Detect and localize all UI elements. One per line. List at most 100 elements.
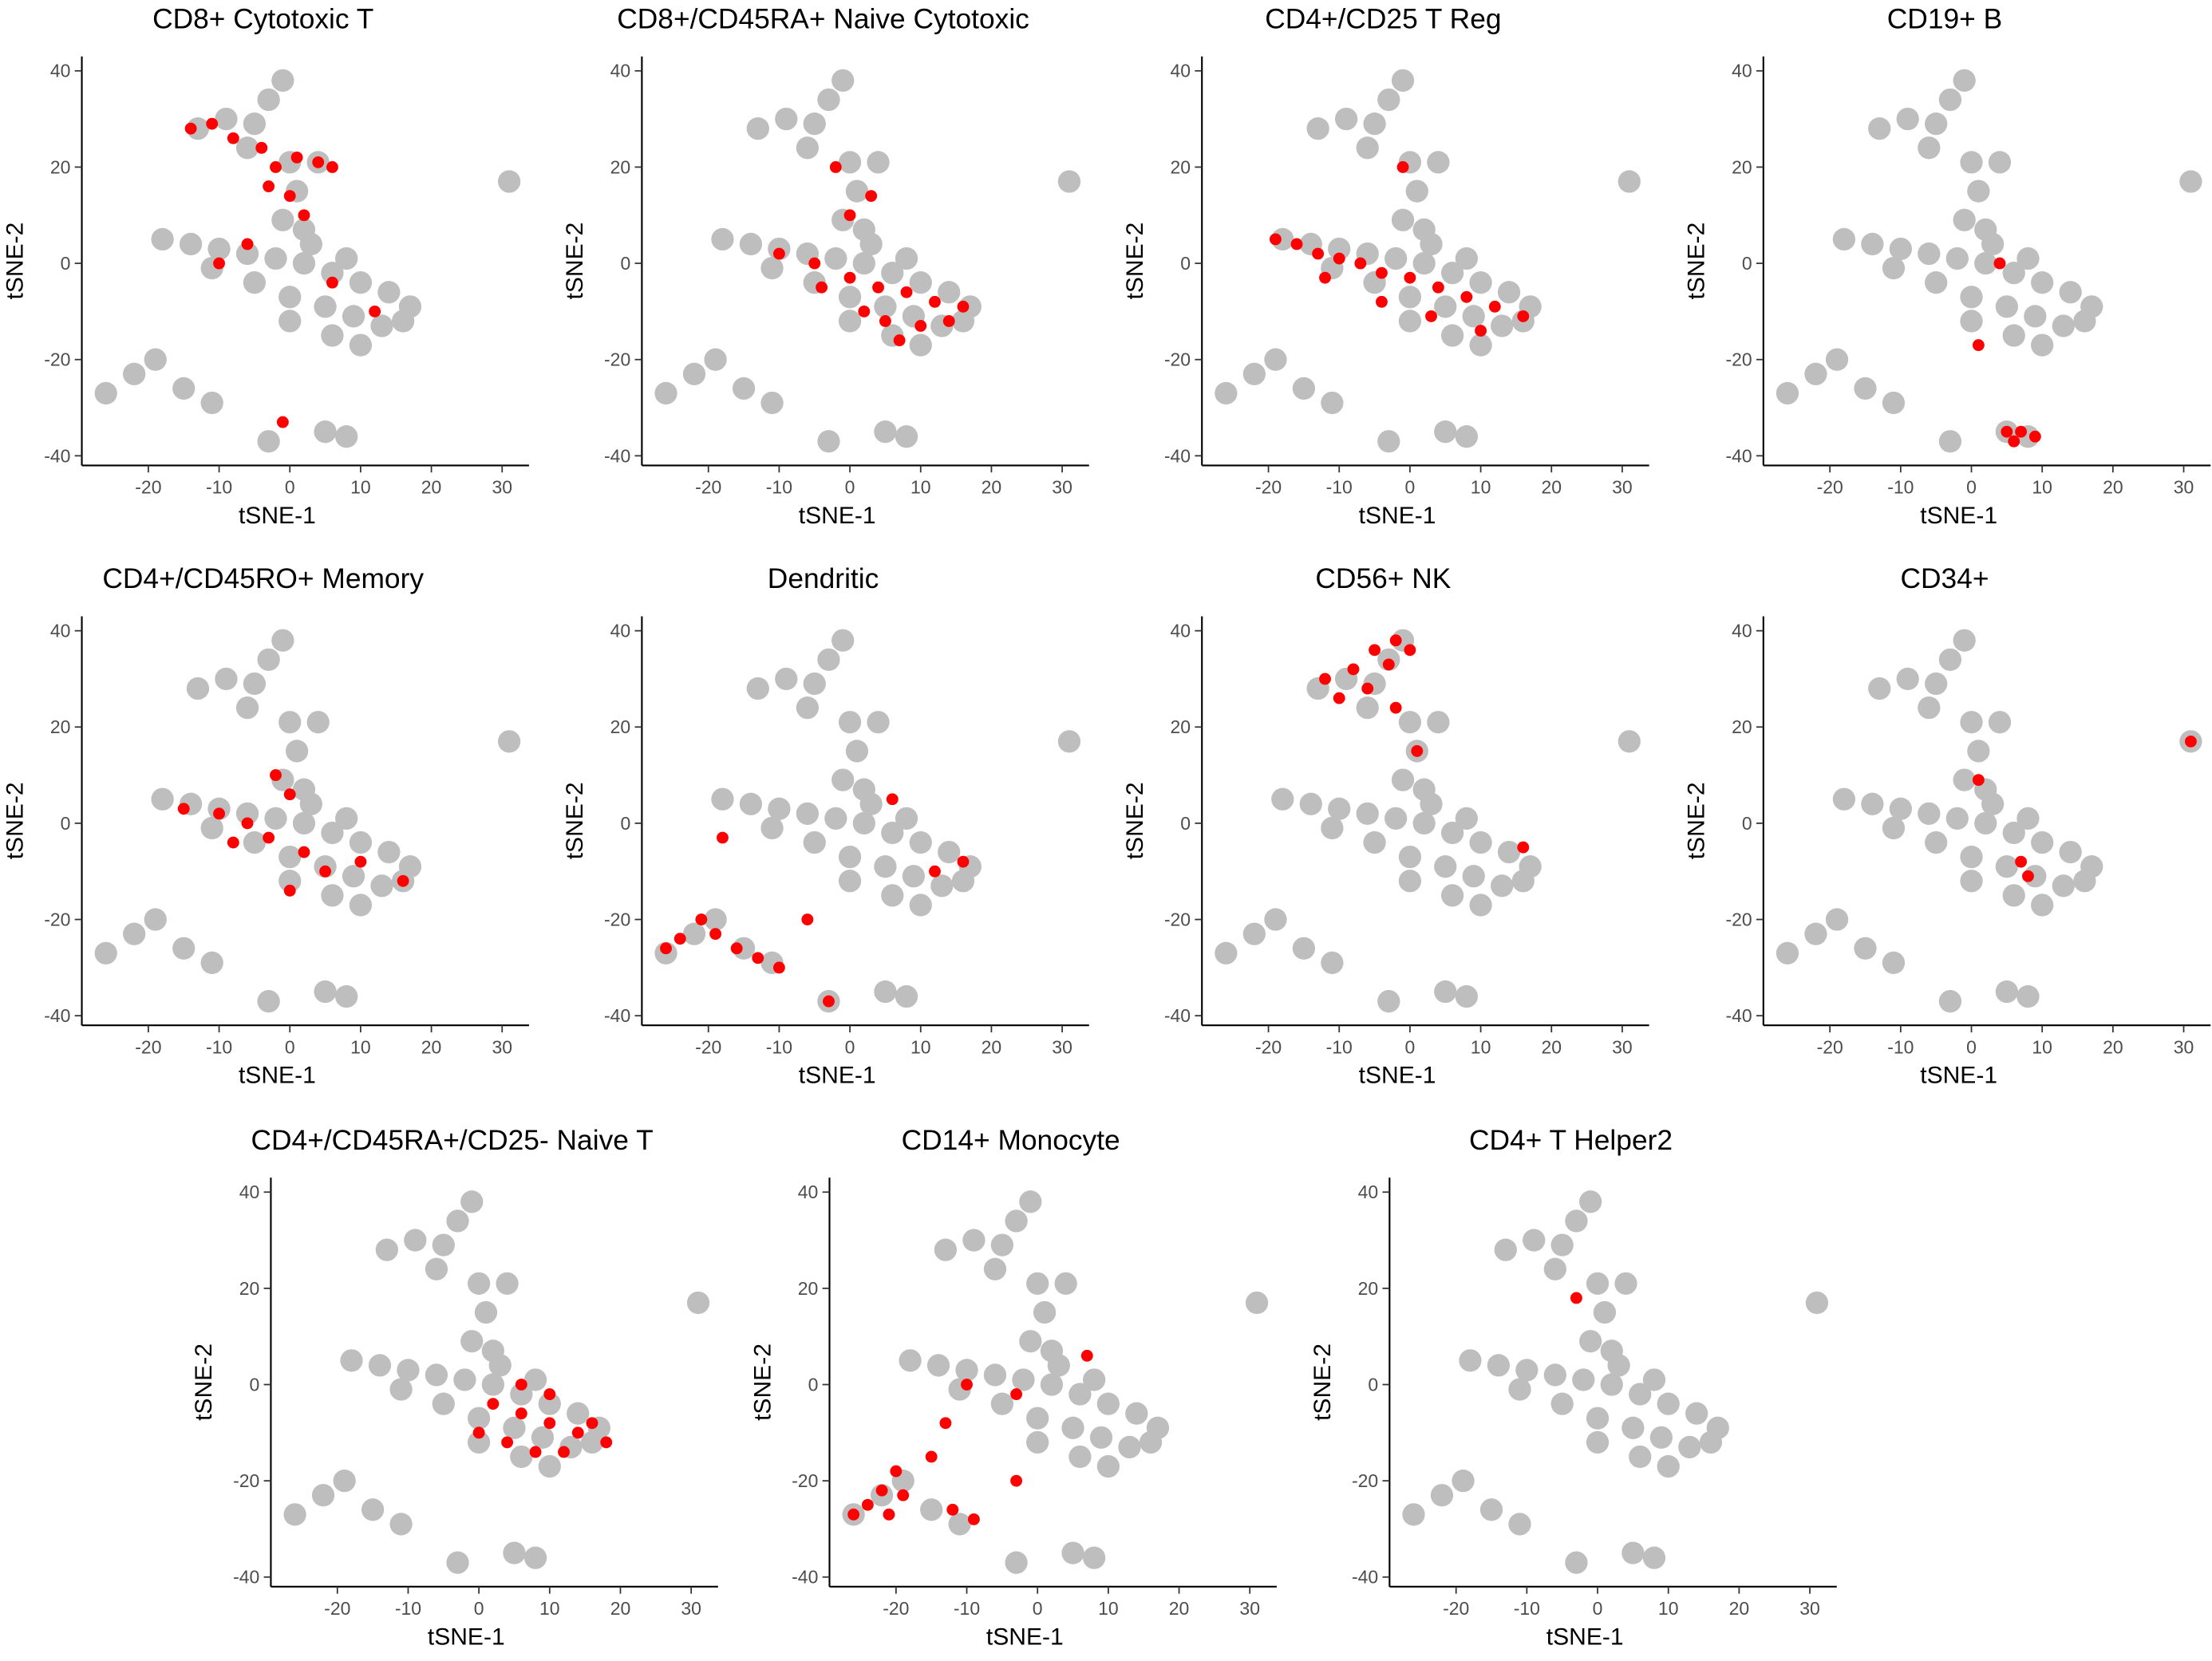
background-point — [760, 816, 784, 840]
background-point — [1434, 855, 1457, 878]
y-tick-label: -20 — [44, 909, 70, 929]
background-point — [342, 305, 365, 328]
highlight-point — [487, 1398, 500, 1410]
background-point — [1953, 768, 1976, 791]
y-axis-label: tSNE-2 — [1684, 782, 1710, 859]
background-point — [1776, 381, 1799, 405]
background-point — [538, 1392, 561, 1415]
x-tick-label: 30 — [1239, 1598, 1260, 1619]
x-tick-label: -10 — [766, 477, 792, 498]
x-tick-label: 20 — [1729, 1598, 1750, 1619]
highlight-point — [227, 132, 239, 144]
background-point — [1363, 830, 1386, 854]
background-point — [1960, 286, 1983, 309]
background-point — [760, 391, 784, 415]
x-tick-label: -10 — [1514, 1598, 1540, 1619]
background-point — [2052, 314, 2075, 337]
highlight-point — [752, 952, 764, 965]
background-point — [299, 792, 322, 815]
background-point — [397, 1359, 420, 1382]
highlight-point — [861, 1498, 874, 1511]
background-point — [1586, 1407, 1610, 1430]
background-point — [1420, 232, 1443, 256]
background-point — [1061, 1541, 1084, 1564]
background-point — [1882, 256, 1906, 280]
highlight-point — [730, 942, 743, 955]
highlight-point — [897, 1489, 910, 1501]
x-tick-label: 10 — [1471, 1037, 1491, 1058]
x-tick-label: 10 — [910, 1037, 931, 1058]
highlight-point — [843, 271, 856, 284]
background-point — [2002, 884, 2025, 907]
background-point — [503, 1541, 526, 1564]
y-tick-label: -40 — [44, 445, 70, 466]
background-point — [983, 1363, 1007, 1387]
y-axis-label: tSNE-2 — [191, 1343, 217, 1421]
highlight-point — [1432, 281, 1444, 294]
background-point — [831, 629, 855, 652]
background-point — [370, 314, 393, 337]
highlight-point — [558, 1446, 570, 1458]
background-point — [874, 295, 897, 318]
background-point — [1565, 1551, 1588, 1574]
background-point — [1642, 1546, 1666, 1569]
panel-title: CD34+ — [1900, 563, 1989, 594]
background-point — [531, 1426, 555, 1450]
x-tick-label: 30 — [1612, 477, 1633, 498]
panel: CD4+/CD45RO+ Memory -20 -10 0 10 20 30 -40 -20 0 2… — [2, 563, 529, 1089]
panel: CD34+ -20 -10 0 10 20 30 -40 -20 0 20 40 tSNE-1 tSNE-… — [1684, 563, 2211, 1089]
highlight-point — [801, 913, 814, 925]
panel-title: Dendritic — [768, 563, 879, 594]
background-point — [1995, 855, 2018, 878]
background-point — [314, 295, 337, 318]
background-point — [2073, 310, 2096, 333]
background-point — [2031, 894, 2054, 917]
background-point — [1497, 840, 1521, 864]
y-tick-label: 0 — [1368, 1374, 1378, 1395]
background-point — [899, 1349, 922, 1372]
y-tick-label: -20 — [1725, 909, 1752, 929]
x-axis-label: tSNE-1 — [239, 1063, 316, 1089]
background-point — [2052, 874, 2075, 898]
y-tick-label: -40 — [1725, 445, 1752, 466]
highlight-point — [326, 161, 338, 173]
background-point — [1430, 1484, 1454, 1507]
background-point — [1825, 908, 1849, 931]
background-point — [335, 807, 358, 830]
background-point — [404, 1229, 427, 1252]
highlight-point — [290, 151, 303, 164]
background-point — [1882, 391, 1906, 415]
highlight-point — [1333, 252, 1345, 265]
highlight-point — [283, 190, 296, 203]
x-tick-label: 0 — [474, 1598, 484, 1619]
highlight-point — [1517, 310, 1530, 322]
background-point — [335, 984, 358, 1008]
background-point — [1854, 377, 1877, 400]
background-point — [257, 88, 280, 112]
y-axis-label: tSNE-2 — [2, 782, 28, 859]
background-point — [1918, 802, 1941, 825]
background-point — [342, 865, 365, 888]
background-point — [1089, 1426, 1113, 1450]
background-point — [824, 247, 847, 270]
y-tick-label: 20 — [610, 156, 631, 177]
background-point — [1026, 1430, 1049, 1454]
highlight-point — [283, 788, 296, 801]
x-tick-label: -10 — [395, 1598, 421, 1619]
background-point — [1938, 430, 1962, 453]
background-point — [951, 310, 975, 333]
background-point — [2031, 830, 2054, 854]
highlight-point — [967, 1513, 980, 1525]
highlight-point — [2028, 430, 2041, 443]
background-point — [1938, 648, 1962, 671]
highlight-point — [929, 865, 941, 878]
background-point — [962, 1229, 986, 1252]
background-point — [172, 377, 196, 400]
background-point — [432, 1233, 455, 1257]
background-point — [123, 922, 146, 945]
background-point — [1988, 711, 2012, 734]
background-point — [838, 286, 862, 309]
highlight-point — [1382, 658, 1395, 671]
background-point — [1452, 1469, 1475, 1493]
x-tick-label: 10 — [2032, 477, 2052, 498]
